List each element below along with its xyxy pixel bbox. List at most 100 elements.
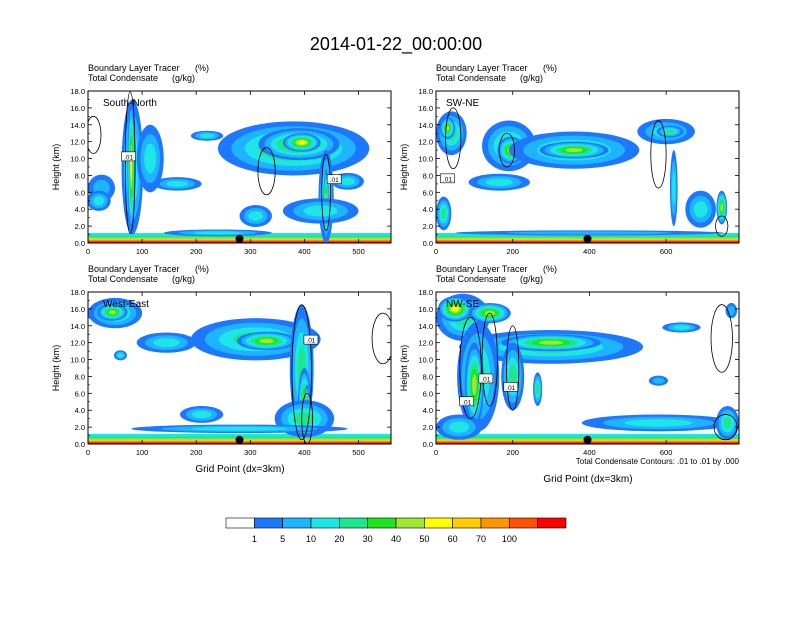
- contour-label-box: [503, 382, 519, 392]
- tracer-level-3: [693, 200, 708, 218]
- tracer-level-3: [248, 211, 263, 221]
- y-tick-label: 0.0: [423, 440, 433, 449]
- y-tick-label: 12.0: [70, 339, 85, 348]
- tracer-level-3: [340, 177, 355, 186]
- tracer-level-7: [297, 140, 306, 145]
- y-tick-label: 4.0: [423, 205, 433, 214]
- x-tick-label: 100: [136, 448, 149, 457]
- y-tick-label: 6.0: [75, 389, 85, 398]
- contour-label-box: [121, 151, 136, 162]
- tracer-level-6: [472, 374, 477, 396]
- tracer-level-6: [565, 148, 583, 153]
- colorbar-swatch: [424, 517, 453, 529]
- x-tick-label: 100: [136, 247, 149, 256]
- plot-area-south-north: .01 .01 0.0 2.0 4.0 6.0 8.0 10.0 12.0 14.0 16.0 18.…: [70, 87, 392, 256]
- colorbar-label: 50: [419, 534, 429, 544]
- colorbar: 1 5 10 20 30 40 50 60 70 100: [225, 517, 567, 544]
- y-tick-label: 14.0: [70, 322, 85, 331]
- tracer-level-4: [536, 383, 540, 395]
- tracer-level-3: [624, 419, 693, 427]
- condensate-contour: [459, 316, 482, 420]
- y-tick-label: 6.0: [75, 188, 85, 197]
- y-tick-label: 6.0: [423, 188, 433, 197]
- tracer-level-3: [117, 353, 124, 358]
- panel-condensate-label: Total Condensate: [88, 73, 158, 83]
- x-tick-label: 0: [434, 247, 438, 256]
- condensate-contour: [291, 304, 312, 441]
- tracer-level-3: [166, 180, 189, 187]
- y-tick-label: 2.0: [75, 222, 85, 231]
- figure-title: 2014-01-22_00:00:00: [310, 34, 482, 55]
- panel-south-north: Boundary Layer Tracer (%) Total Condensa…: [51, 63, 392, 256]
- condensate-contour: [715, 215, 729, 237]
- contour-label-box: [326, 174, 342, 184]
- colorbar-swatch: [395, 517, 425, 529]
- x-tick-label: 0: [86, 448, 90, 457]
- y-tick-label: 12.0: [418, 138, 433, 147]
- x-tick-label: 400: [583, 247, 596, 256]
- colorbar-label: 20: [334, 534, 344, 544]
- colorbar-label: 70: [476, 534, 486, 544]
- panel-tracer-label: Boundary Layer Tracer: [436, 264, 528, 274]
- y-tick-label: 0.0: [75, 239, 85, 248]
- y-tick-label: 18.0: [70, 288, 85, 297]
- contour-label: .01: [506, 385, 515, 392]
- panel-name: NW-SE: [446, 299, 479, 310]
- y-tick-label: 18.0: [418, 87, 433, 96]
- x-tick-label: 400: [298, 448, 311, 457]
- x-axis-label: Grid Point (dx=3km): [543, 474, 632, 485]
- colorbar-label: 10: [306, 534, 316, 544]
- tracer-level-4: [723, 417, 732, 429]
- x-tick-label: 400: [583, 448, 596, 457]
- colorbar-label: 30: [363, 534, 373, 544]
- y-tick-label: 18.0: [70, 87, 85, 96]
- y-tick-label: 10.0: [70, 155, 85, 164]
- panel-condensate-label: Total Condensate: [436, 73, 506, 83]
- tracer-level-3: [672, 171, 676, 205]
- x-tick-label: 0: [434, 448, 438, 457]
- y-tick-label: 16.0: [418, 104, 433, 113]
- colorbar-swatch: [480, 517, 510, 529]
- x-axis-label: Grid Point (dx=3km): [195, 464, 284, 475]
- tracer-level-4: [441, 207, 447, 220]
- y-tick-label: 8.0: [75, 171, 85, 180]
- x-tick-label: 200: [190, 448, 203, 457]
- panel-name: South-North: [103, 98, 157, 109]
- condensate-contour: [481, 312, 498, 407]
- y-tick-label: 12.0: [70, 138, 85, 147]
- panel-sw-ne: Boundary Layer Tracer (%) Total Condensa…: [399, 63, 740, 256]
- location-marker: [583, 435, 592, 444]
- colorbar-label: 40: [391, 534, 401, 544]
- panel-west-east: Boundary Layer Tracer (%) Total Condensa…: [51, 264, 392, 475]
- y-tick-label: 0.0: [75, 440, 85, 449]
- tracer-level-2: [727, 305, 735, 316]
- tracer-level-4: [294, 412, 315, 426]
- y-tick-label: 14.0: [418, 121, 433, 130]
- panel-name: SW-NE: [446, 98, 479, 109]
- tracer-level-3: [303, 205, 338, 217]
- panel-tracer-unit: (%): [543, 264, 557, 274]
- y-tick-label: 4.0: [423, 406, 433, 415]
- x-tick-label: 600: [660, 448, 673, 457]
- condensate-contour: [710, 304, 733, 373]
- contour-label: .01: [124, 154, 133, 161]
- contour-label-box: [440, 173, 455, 184]
- tracer-field: [88, 91, 391, 243]
- contour-label: .01: [462, 399, 471, 406]
- tracer-level-6: [720, 203, 724, 212]
- location-marker: [235, 435, 244, 444]
- colorbar-label: 100: [502, 534, 517, 544]
- colorbar-label: 5: [280, 534, 285, 544]
- colorbar-swatch: [310, 517, 340, 529]
- colorbar-swatch: [282, 517, 312, 529]
- panel-tracer-label: Boundary Layer Tracer: [88, 264, 180, 274]
- tracer-level-3: [199, 133, 215, 139]
- condensate-contour: [321, 153, 331, 231]
- y-tick-label: 18.0: [418, 288, 433, 297]
- tracer-level-3: [144, 143, 157, 174]
- y-tick-label: 0.0: [423, 239, 433, 248]
- condensate-contour: [650, 120, 667, 189]
- condensate-contour: [445, 107, 462, 170]
- contour-label-box: [303, 334, 319, 345]
